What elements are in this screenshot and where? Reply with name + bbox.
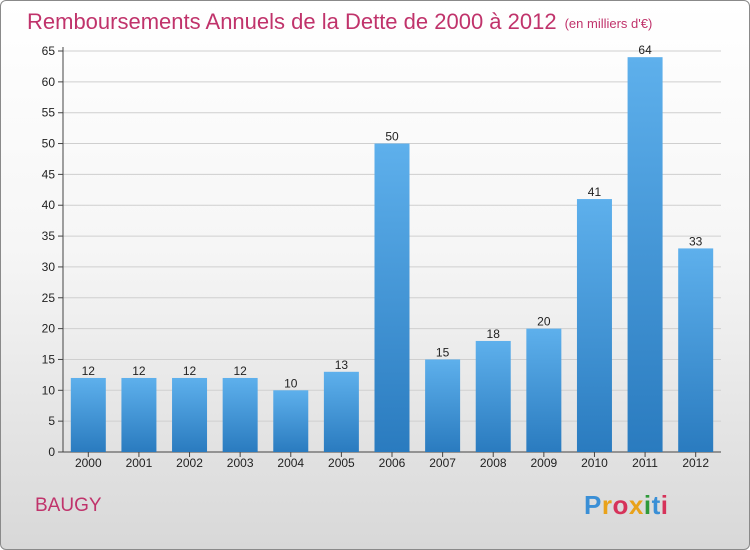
bar	[121, 377, 157, 452]
bar	[70, 377, 106, 452]
y-tick-label: 35	[42, 229, 56, 243]
bar	[323, 371, 359, 452]
y-tick-label: 25	[42, 291, 56, 305]
y-tick-label: 10	[42, 383, 56, 397]
bar	[526, 328, 562, 452]
chart-title-text: Remboursements Annuels de la Dette de 20…	[27, 9, 557, 34]
bar	[627, 57, 663, 453]
place-name: BAUGY	[35, 495, 102, 516]
x-tick-label: 2007	[429, 456, 456, 470]
logo-letter: t	[651, 490, 661, 520]
data-label: 12	[183, 364, 197, 378]
y-tick-label: 50	[42, 137, 56, 151]
y-tick-label: 30	[42, 260, 56, 274]
data-label: 41	[588, 185, 602, 199]
x-tick-label: 2009	[530, 456, 557, 470]
logo-letter: i	[660, 490, 669, 520]
x-tick-label: 2011	[632, 456, 658, 470]
data-label: 18	[487, 327, 501, 341]
data-label: 33	[689, 234, 703, 248]
x-tick-label: 2008	[480, 456, 507, 470]
bar	[172, 377, 208, 452]
y-tick-label: 0	[48, 445, 55, 459]
data-label: 13	[335, 358, 349, 372]
logo-letter: r	[601, 490, 613, 520]
x-tick-label: 2002	[176, 456, 203, 470]
x-tick-label: 2010	[581, 456, 608, 470]
x-tick-label: 2012	[682, 456, 709, 470]
logo-letter: P	[584, 490, 602, 520]
data-label: 64	[638, 43, 652, 57]
logo-letter: x	[628, 490, 644, 520]
x-tick-label: 2004	[277, 456, 304, 470]
bar	[273, 390, 309, 452]
chart-subtitle: (en milliers d'€)	[564, 15, 653, 31]
x-tick-label: 2003	[227, 456, 254, 470]
data-label: 12	[233, 364, 247, 378]
proxiti-logo: Proxiti	[584, 490, 668, 521]
x-tick-label: 2000	[75, 456, 102, 470]
y-tick-label: 15	[42, 352, 56, 366]
data-label: 50	[385, 130, 399, 144]
data-label: 20	[537, 315, 551, 329]
x-tick-label: 2006	[379, 456, 406, 470]
bar	[222, 377, 258, 452]
y-tick-label: 65	[42, 44, 56, 58]
bar	[678, 248, 714, 452]
x-tick-label: 2001	[126, 456, 153, 470]
x-tick-label: 2005	[328, 456, 355, 470]
y-tick-label: 40	[42, 198, 56, 212]
y-tick-label: 45	[42, 167, 56, 181]
bar	[576, 199, 612, 452]
bar	[425, 359, 461, 452]
data-label: 12	[82, 364, 96, 378]
logo-letter: i	[643, 490, 652, 520]
y-tick-label: 55	[42, 106, 56, 120]
data-label: 12	[132, 364, 146, 378]
bar	[374, 143, 410, 453]
bar	[475, 340, 511, 452]
data-label: 15	[436, 345, 450, 359]
logo-letter: o	[612, 490, 629, 520]
y-tick-label: 20	[42, 322, 56, 336]
data-label: 10	[284, 376, 298, 390]
chart-title: Remboursements Annuels de la Dette de 20…	[27, 9, 652, 35]
y-tick-label: 60	[42, 75, 56, 89]
y-tick-label: 5	[48, 414, 55, 428]
